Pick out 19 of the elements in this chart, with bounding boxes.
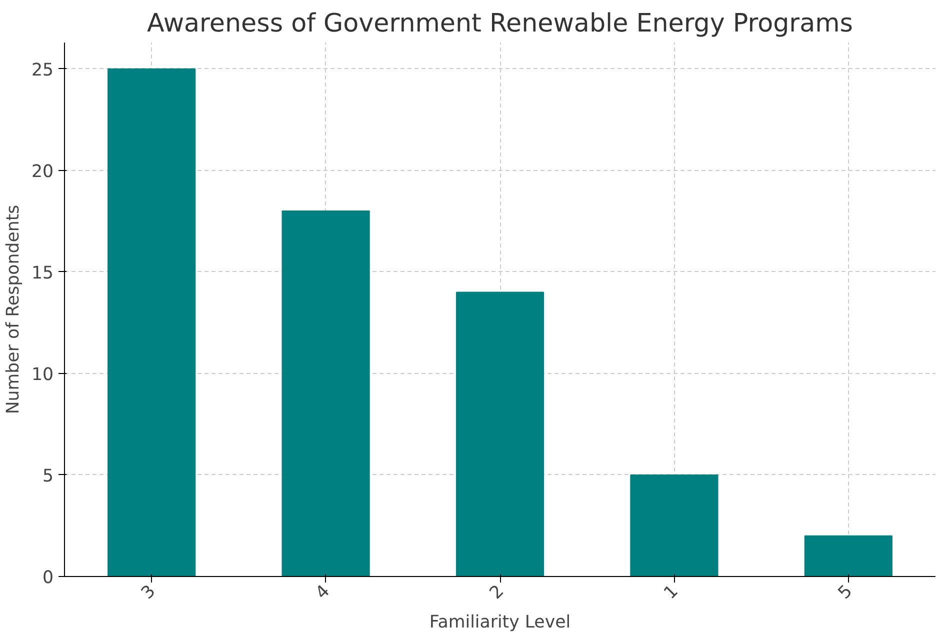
y-axis-title: Number of Respondents (3, 204, 24, 414)
y-tick-label: 15 (31, 263, 54, 284)
x-tick-label: 1 (660, 581, 682, 604)
bar (108, 68, 196, 576)
y-tick-label: 0 (42, 568, 54, 588)
x-axis-title: Familiarity Level (429, 612, 571, 632)
bar (630, 474, 718, 576)
y-tick-label: 25 (31, 60, 54, 80)
y-tick-label: 20 (31, 162, 54, 182)
x-tick-label: 5 (834, 581, 857, 604)
bar (456, 292, 544, 576)
y-tick-label: 10 (31, 364, 54, 385)
chart-title: Awareness of Government Renewable Energy Programs (147, 8, 853, 38)
x-tick-label: 2 (486, 581, 508, 604)
x-tick-label: 4 (312, 581, 334, 604)
y-tick-label: 5 (42, 466, 54, 486)
bar (804, 535, 892, 576)
x-tick-label: 3 (138, 581, 160, 604)
bar (282, 210, 370, 576)
